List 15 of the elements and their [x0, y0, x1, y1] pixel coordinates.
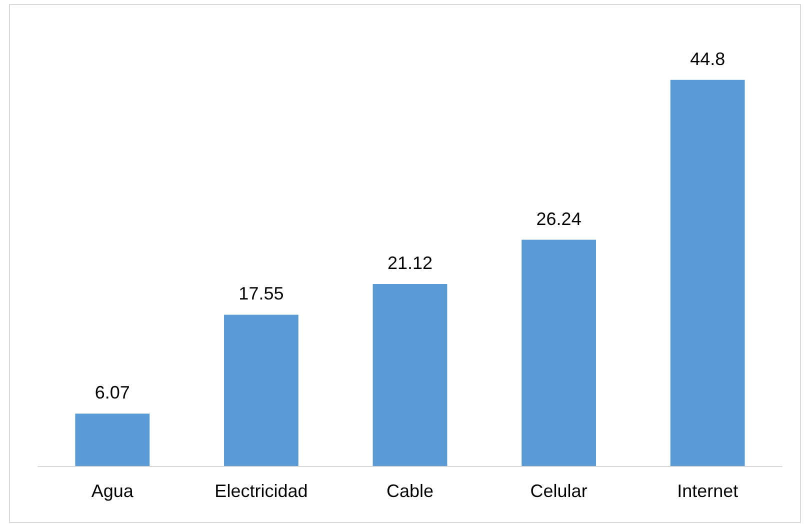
x-tick-label: Celular — [530, 481, 588, 501]
bar — [522, 240, 596, 466]
data-label: 26.24 — [536, 208, 582, 229]
bar — [670, 80, 745, 466]
data-label: 44.8 — [690, 48, 726, 69]
x-tick-label: Electricidad — [214, 481, 308, 501]
x-tick-label: Cable — [386, 481, 434, 501]
data-label: 21.12 — [387, 252, 433, 273]
x-tick-label: Internet — [677, 481, 738, 501]
bar — [75, 414, 150, 466]
bar — [372, 284, 448, 466]
data-label: 6.07 — [94, 382, 130, 403]
data-label: 17.55 — [238, 284, 284, 304]
x-tick-label: Agua — [91, 481, 134, 501]
bar — [224, 314, 298, 466]
